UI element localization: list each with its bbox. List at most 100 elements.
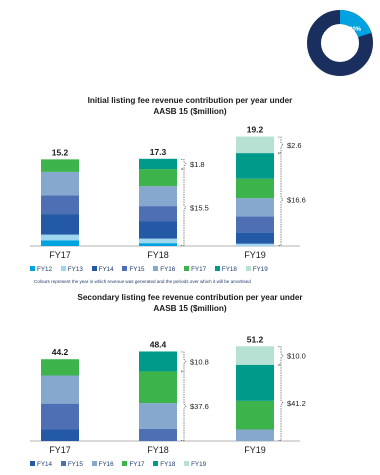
initial-listing-chart: Initial listing fee revenue contribution… (30, 96, 306, 284)
bar-segment-fy17-fy18 (139, 169, 177, 187)
bar-segment-fy15-fy17 (41, 403, 79, 430)
legend-label: FY17 (129, 461, 145, 468)
legend-label: FY18 (221, 266, 237, 273)
secondary-listing-legend: FY14 FY15 FY16 FY17 FY18 FY19 (30, 461, 213, 468)
legend-label: FY19 (252, 266, 268, 273)
legend-swatch (184, 461, 190, 466)
legend-item-fy16: FY16 (91, 461, 114, 468)
legend-item-fy17: FY17 (184, 266, 206, 273)
legend-label: FY19 (191, 461, 207, 468)
legend-label: FY14 (98, 266, 114, 273)
bracket-label: $1.8 (190, 160, 205, 169)
bracket-label: $41.2 (287, 399, 306, 408)
bracket-376 (181, 371, 187, 441)
legend-item-fy18: FY18 (214, 266, 237, 273)
legend-label: FY18 (160, 461, 176, 468)
bar-segment-fy13-fy18 (139, 238, 177, 244)
legend-label: FY16 (98, 461, 114, 468)
chart-title-line1: Secondary listing fee revenue contributi… (77, 293, 303, 302)
bar-total-label: 15.2 (52, 147, 69, 157)
category-label: FY18 (147, 445, 169, 455)
bracket-412 (278, 364, 284, 441)
secondary-listing-plot: 44.2 FY17 48.4 FY18 $10.8 $37.6 51.2 FY19 $10.0 $… (30, 334, 306, 455)
bar-segment-fy16-fy19 (236, 198, 274, 217)
legend-item-fy15: FY15 (60, 461, 83, 468)
bar-segment-fy18-fy18 (139, 351, 177, 372)
bar-segment-fy15-fy17 (41, 195, 79, 215)
bar-segment-fy13-fy17 (41, 234, 79, 241)
bar-total-label: 17.3 (150, 147, 167, 157)
legend-label: FY16 (160, 266, 176, 273)
legend-swatch (122, 461, 128, 466)
bar-segment-fy16-fy19 (236, 429, 274, 441)
bracket-166 (278, 153, 284, 246)
bar-total-label: 19.2 (247, 125, 264, 135)
legend-item-fy19: FY19 (245, 266, 268, 273)
legend-label: FY12 (37, 266, 53, 273)
bar-total-label: 48.4 (150, 339, 167, 349)
bracket-label: $10.0 (287, 352, 306, 361)
legend-item-fy17: FY17 (122, 461, 145, 468)
colour-note: Colours represent the year in which reve… (34, 279, 251, 284)
bar-segment-fy15-fy19 (236, 216, 274, 233)
legend-swatch (153, 266, 159, 271)
category-label: FY18 (147, 250, 169, 260)
bracket-label: $16.6 (287, 196, 306, 205)
legend-item-fy19: FY19 (184, 461, 206, 468)
bracket-108 (181, 351, 187, 372)
legend-item-fy16: FY16 (153, 266, 175, 273)
bar-total-label: 44.2 (52, 347, 69, 357)
legend-swatch (91, 266, 97, 271)
bar-segment-fy19-fy19 (236, 346, 274, 365)
legend-item-fy12: FY12 (30, 266, 52, 273)
legend-swatch (60, 461, 66, 466)
legend-label: FY15 (129, 266, 145, 273)
legend-swatch (30, 266, 35, 271)
legend-swatch (184, 266, 190, 271)
legend-swatch (245, 266, 251, 271)
bar-segment-fy16-fy18 (139, 186, 177, 207)
bracket-label: $2.6 (287, 141, 302, 150)
bar-segment-fy17-fy18 (139, 371, 177, 404)
bar-segment-fy13-fy19 (236, 243, 274, 246)
legend-item-fy14: FY14 (30, 461, 52, 468)
bar-segment-fy16-fy17 (41, 375, 79, 404)
chart-title-line1: Initial listing fee revenue contribution… (87, 96, 293, 105)
bar-total-label: 51.2 (247, 334, 264, 344)
bracket-26 (278, 136, 284, 153)
category-label: FY19 (244, 445, 266, 455)
legend-swatch (214, 266, 220, 271)
bar-segment-fy18-fy19 (236, 364, 274, 401)
chart-title-line2: AASB 15 ($million) (153, 107, 227, 116)
chart-title-line2: AASB 15 ($million) (153, 304, 227, 313)
bar-segment-fy19-fy19 (236, 136, 274, 154)
bar-segment-fy15-fy18 (139, 428, 177, 441)
legend-swatch (30, 461, 35, 466)
legend-swatch (122, 266, 128, 271)
bar-segment-fy14-fy18 (139, 221, 177, 239)
bar-segment-fy14-fy17 (41, 214, 79, 235)
bracket-100 (278, 346, 284, 365)
bracket-label: $10.8 (190, 357, 209, 366)
legend-item-fy13: FY13 (60, 266, 83, 273)
legend-label: FY14 (37, 461, 53, 468)
legend-item-fy18: FY18 (153, 461, 175, 468)
legend-swatch (91, 461, 97, 466)
bar-segment-fy17-fy19 (236, 178, 274, 199)
donut-accent-segment (307, 10, 373, 76)
bracket-18 (181, 158, 187, 169)
bar-segment-fy17-fy17 (41, 159, 79, 172)
bracket-label: $15.5 (190, 204, 209, 213)
bar-segment-fy18-fy18 (139, 158, 177, 170)
legend-item-fy15: FY15 (122, 266, 145, 273)
bar-segment-fy15-fy18 (139, 206, 177, 222)
bar-segment-fy16-fy17 (41, 171, 79, 196)
donut-chart: 20% (307, 10, 373, 76)
category-label: FY19 (244, 250, 266, 260)
legend-swatch (60, 266, 66, 271)
legend-label: FY15 (67, 461, 83, 468)
category-label: FY17 (49, 250, 71, 260)
initial-listing-plot: 15.2 FY17 17.3 FY18 $1.8 $15.5 19.2 FY19 $2.6 $16… (30, 125, 306, 260)
bar-segment-fy14-fy19 (236, 232, 274, 244)
initial-listing-legend: FY12 FY13 FY14 FY15 FY16 FY17 FY18 FY19 (30, 266, 275, 273)
